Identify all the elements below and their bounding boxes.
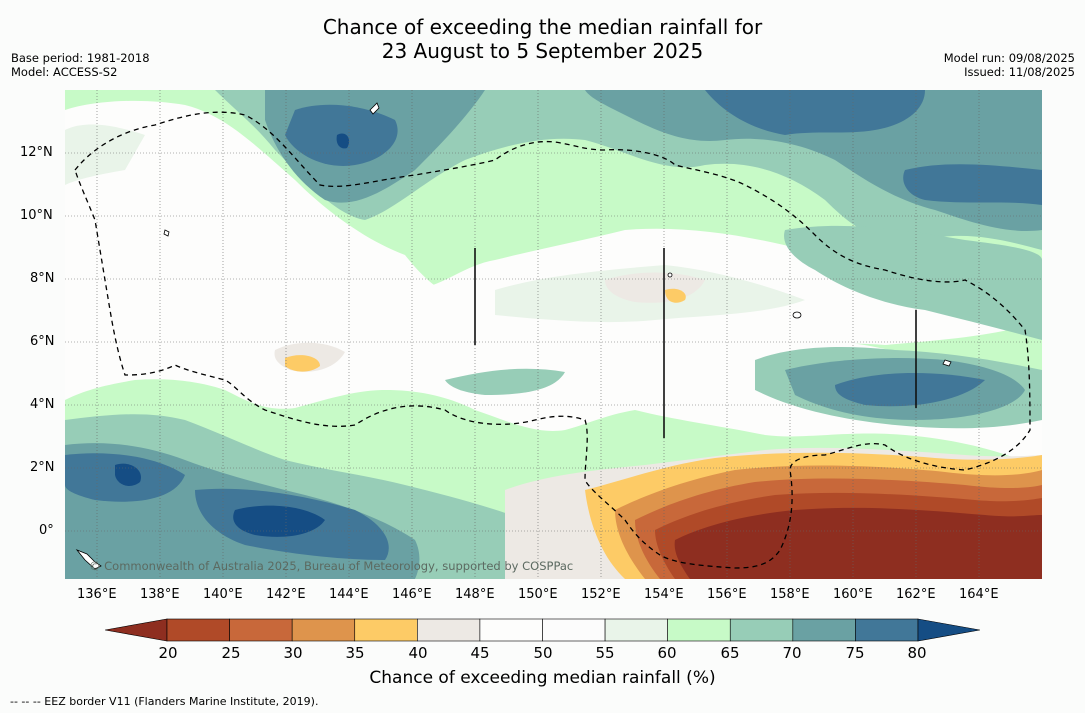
lon-label-146e: 146°E [392,587,432,602]
colorbar-segment [667,618,731,642]
contour-yellow-blob-west [285,355,320,372]
lon-label-164e: 164°E [959,587,999,602]
lat-label-4n: 4°N [30,397,55,412]
colorbar-label-65: 65 [720,644,740,662]
lon-label-162e: 162°E [896,587,936,602]
graticule [65,90,1042,579]
colorbar-segment [792,618,856,642]
islands [75,102,952,570]
contour-darkbrown-se [674,507,1042,579]
rainfall-probability-map: © Commonwealth of Australia 2025, Bureau… [65,90,1042,579]
lon-label-158e: 158°E [770,587,810,602]
contour-light-green [65,124,145,185]
contour-green-northeast [784,225,1042,340]
lat-label-8n: 8°N [30,271,55,286]
lon-label-154e: 154°E [644,587,684,602]
base-period: Base period: 1981-2018 [11,51,150,65]
lon-label-152e: 152°E [581,587,621,602]
model-name: Model: ACCESS-S2 [11,65,118,79]
lon-label-144e: 144°E [329,587,369,602]
contour-yellow-blob-central [665,288,686,303]
lon-label-138e: 138°E [140,587,180,602]
colorbar-segment [354,618,418,642]
lon-label-150e: 150°E [518,587,558,602]
colorbar-label-40: 40 [408,644,428,662]
lon-label-156e: 156°E [707,587,747,602]
contour-blue-northeast [705,90,925,135]
model-run-date: Model run: 09/08/2025 [943,51,1075,65]
colorbar-title: Chance of exceeding median rainfall (%) [369,668,716,688]
eez-divider-lines [474,248,917,438]
colorbar-segment [417,618,481,642]
colorbar-label-80: 80 [907,644,927,662]
colorbar-label-45: 45 [470,644,490,662]
colorbar-label-20: 20 [158,644,178,662]
colorbar-segment [542,618,606,642]
colorbar-label-75: 75 [845,644,865,662]
colorbar-label-30: 30 [283,644,303,662]
colorbar [105,618,980,642]
contour-darkblue-north [336,133,350,149]
colorbar-segment [479,618,543,642]
colorbar-label-60: 60 [657,644,677,662]
colorbar-segment [729,618,794,642]
lat-label-2n: 2°N [30,460,55,475]
colorbar-label-25: 25 [221,644,241,662]
colorbar-label-70: 70 [782,644,802,662]
eez-footnote: -- -- -- EEZ border V11 (Flanders Marine… [10,695,319,708]
contour-darkblue-blob [115,463,141,486]
colorbar-label-35: 35 [345,644,365,662]
colorbar-segment [855,618,919,642]
lat-label-10n: 10°N [20,208,53,223]
lon-label-148e: 148°E [455,587,495,602]
eez-border [74,111,1031,569]
colorbar-segment [291,618,356,642]
colorbar-label-50: 50 [533,644,553,662]
colorbar-segment [166,618,230,642]
contour-darkblue-south [233,505,325,537]
contour-blue-east [903,164,1042,205]
map-title-line2: 23 August to 5 September 2025 [381,39,704,63]
issued-date: Issued: 11/08/2025 [964,65,1075,79]
colorbar-segment [604,618,668,642]
contour-blue-east-2 [835,373,985,407]
lon-label-136e: 136°E [77,587,117,602]
lat-label-0: 0° [39,523,54,538]
lon-label-140e: 140°E [203,587,243,602]
colorbar-segment [229,618,293,642]
copyright-notice: © Commonwealth of Australia 2025, Bureau… [89,559,573,573]
colorbar-extension-low [105,618,168,642]
contour-white-northwest [65,157,265,261]
map-title-line1: Chance of exceeding the median rainfall … [322,15,763,39]
lon-label-142e: 142°E [266,587,306,602]
colorbar-label-55: 55 [595,644,615,662]
colorbar-extension-high [917,618,980,642]
lat-label-12n: 12°N [20,145,53,160]
lat-label-6n: 6°N [30,334,55,349]
lon-label-160e: 160°E [833,587,873,602]
